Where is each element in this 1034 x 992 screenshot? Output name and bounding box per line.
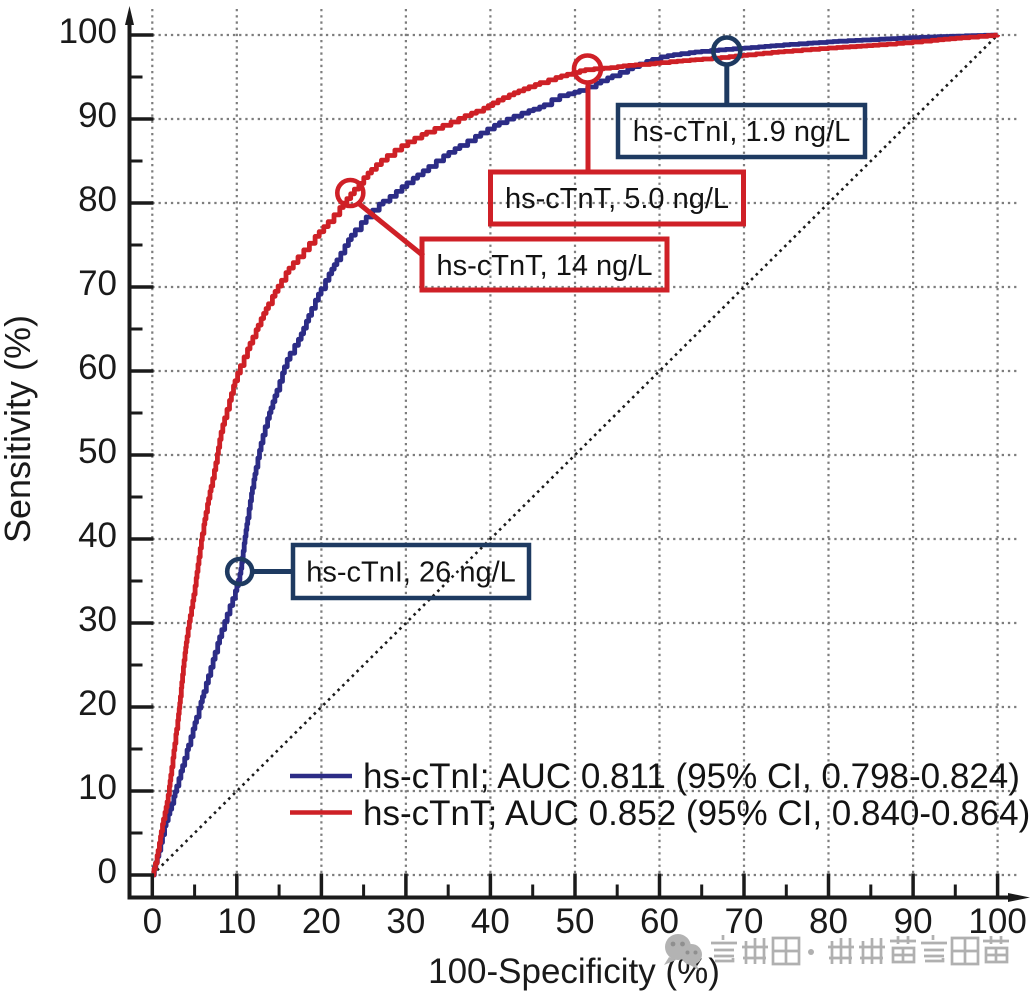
svg-text:0: 0	[143, 902, 162, 941]
svg-text:30: 30	[386, 902, 425, 941]
svg-text:70: 70	[725, 902, 764, 941]
svg-text:80: 80	[78, 180, 117, 219]
svg-text:hs-cTnI; AUC 0.811 (95% CI, 0.: hs-cTnI; AUC 0.811 (95% CI, 0.798-0.824)	[363, 757, 1020, 796]
svg-text:10: 10	[217, 902, 256, 941]
svg-text:40: 40	[78, 516, 117, 555]
svg-text:90: 90	[78, 96, 117, 135]
svg-text:10: 10	[78, 768, 117, 807]
svg-text:hs-cTnT; AUC 0.852 (95% CI, 0.: hs-cTnT; AUC 0.852 (95% CI, 0.840-0.864)	[363, 794, 1030, 833]
svg-text:70: 70	[78, 264, 117, 303]
svg-text:90: 90	[894, 902, 933, 941]
svg-text:hs-cTnT, 14 ng/L: hs-cTnT, 14 ng/L	[437, 250, 653, 282]
svg-text:Sensitivity (%): Sensitivity (%)	[0, 315, 38, 543]
svg-text:80: 80	[809, 902, 848, 941]
svg-text:hs-cTnI, 1.9 ng/L: hs-cTnI, 1.9 ng/L	[633, 116, 851, 148]
svg-text:0: 0	[98, 852, 117, 891]
svg-text:60: 60	[640, 902, 679, 941]
svg-text:hs-cTnI, 26 ng/L: hs-cTnI, 26 ng/L	[306, 557, 516, 589]
svg-text:hs-cTnT, 5.0 ng/L: hs-cTnT, 5.0 ng/L	[505, 183, 729, 215]
svg-text:40: 40	[471, 902, 510, 941]
svg-text:20: 20	[78, 684, 117, 723]
svg-text:60: 60	[78, 348, 117, 387]
svg-text:100: 100	[968, 902, 1026, 941]
svg-text:30: 30	[78, 600, 117, 639]
svg-text:50: 50	[556, 902, 595, 941]
svg-text:20: 20	[302, 902, 341, 941]
svg-text:100: 100	[59, 12, 117, 51]
svg-text:50: 50	[78, 432, 117, 471]
